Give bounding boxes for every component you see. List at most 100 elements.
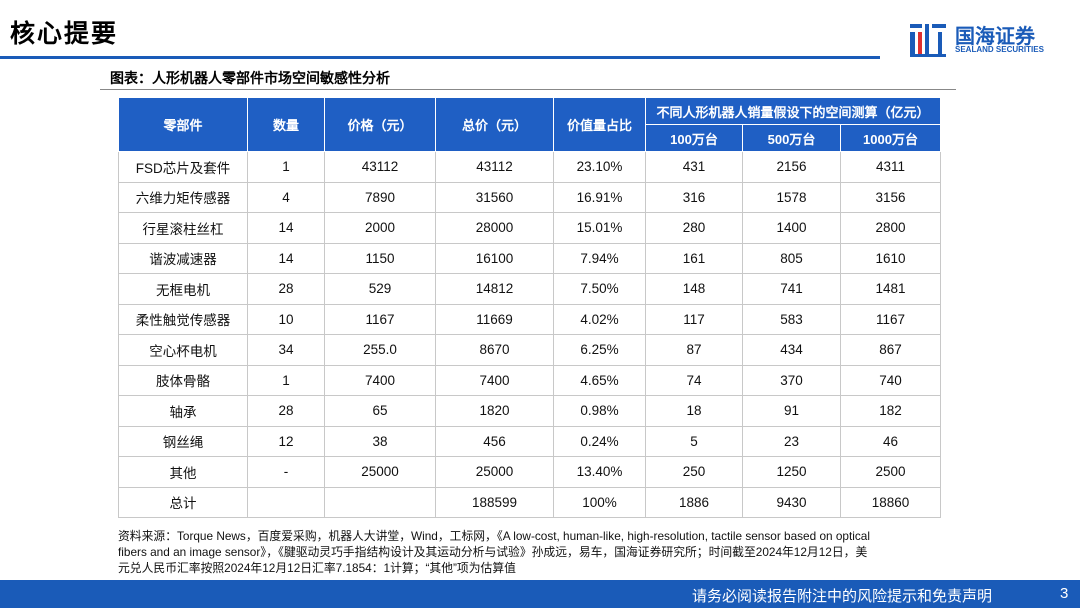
subheader-row: 100万台 500万台 1000万台 xyxy=(119,124,941,152)
table-cell: 0.24% xyxy=(553,425,646,457)
table-cell: 740 xyxy=(840,364,941,396)
table-row: FSD芯片及套件 1 43112 43112 23.10% 431 2156 4311 xyxy=(118,151,941,183)
table-cell: 10 xyxy=(247,303,325,335)
caption-rule xyxy=(100,89,956,90)
table-cell: 182 xyxy=(840,395,941,427)
table-cell: 74 xyxy=(645,364,743,396)
table-cell: FSD芯片及套件 xyxy=(118,151,248,183)
table-cell: 1167 xyxy=(324,303,436,335)
logo-subtitle: SEALAND SECURITIES xyxy=(955,45,1044,54)
table-row: 无框电机 28 529 14812 7.50% 148 741 1481 xyxy=(118,273,941,305)
column-header: 价值量占比 xyxy=(553,97,646,152)
data-table: 零部件 数量 价格（元） 总价（元） 价值量占比 不同人形机器人销量假设下的空间测算（亿元… xyxy=(118,97,941,518)
table-cell: 583 xyxy=(742,303,841,335)
table-cell: 3156 xyxy=(840,181,941,213)
header-rule xyxy=(0,56,880,59)
table-cell: 8670 xyxy=(435,334,554,366)
table-row: 轴承 28 65 1820 0.98% 18 91 182 xyxy=(118,395,941,427)
source-line: fibers and an image sensor》，《腱驱动灵巧手指结构设计… xyxy=(118,545,868,559)
table-cell: 14 xyxy=(247,242,325,274)
page-number: 3 xyxy=(1060,585,1069,602)
table-cell: 23 xyxy=(742,425,841,457)
column-subheader: 100万台 xyxy=(645,124,743,152)
column-header: 价格（元） xyxy=(324,97,436,152)
table-cell xyxy=(247,486,325,518)
table-cell: 总计 xyxy=(118,486,248,518)
table-head: 零部件 数量 价格（元） 总价（元） 价值量占比 不同人形机器人销量假设下的空间测算（亿元… xyxy=(118,97,941,152)
table-cell: 4.65% xyxy=(553,364,646,396)
table-cell: 2800 xyxy=(840,212,941,244)
table-cell: 14812 xyxy=(435,273,554,305)
table-cell: 钢丝绳 xyxy=(118,425,248,457)
table-cell: 7890 xyxy=(324,181,436,213)
table-cell: 14 xyxy=(247,212,325,244)
table-cell: 1 xyxy=(247,151,325,183)
table-cell: 100% xyxy=(553,486,646,518)
table-cell: 1150 xyxy=(324,242,436,274)
table-cell: 2500 xyxy=(840,456,941,488)
table-cell: 12 xyxy=(247,425,325,457)
source-line: 资料来源：Torque News，百度爱采购，机器人大讲堂，Wind，工标网，《… xyxy=(118,529,870,543)
table-cell: 2000 xyxy=(324,212,436,244)
source-note: 资料来源：Torque News，百度爱采购，机器人大讲堂，Wind，工标网，《… xyxy=(118,528,988,576)
logo-icon xyxy=(910,24,946,57)
table-cell xyxy=(324,486,436,518)
table-cell: 28000 xyxy=(435,212,554,244)
table-cell: 1400 xyxy=(742,212,841,244)
table-cell: 16.91% xyxy=(553,181,646,213)
table-cell: 7.94% xyxy=(553,242,646,274)
column-subheader: 500万台 xyxy=(742,124,841,152)
table-cell: 38 xyxy=(324,425,436,457)
column-subheader: 1000万台 xyxy=(840,124,941,152)
table-row: 谐波减速器 14 1150 16100 7.94% 161 805 1610 xyxy=(118,242,941,274)
source-line: 元兑人民币汇率按照2024年12月12日汇率7.1854：1计算；“其他”项为估… xyxy=(118,561,516,575)
table-cell: 43112 xyxy=(324,151,436,183)
table-cell: 188599 xyxy=(435,486,554,518)
table-cell: 529 xyxy=(324,273,436,305)
table-cell: 18 xyxy=(645,395,743,427)
table-cell: 805 xyxy=(742,242,841,274)
table-cell: 其他 xyxy=(118,456,248,488)
table-cell: 28 xyxy=(247,273,325,305)
table-row: 总计 188599 100% 1886 9430 18860 xyxy=(118,486,941,518)
table-cell: 34 xyxy=(247,334,325,366)
table-cell: 1167 xyxy=(840,303,941,335)
table-cell: 16100 xyxy=(435,242,554,274)
table-cell: 空心杯电机 xyxy=(118,334,248,366)
table-row: 柔性触觉传感器 10 1167 11669 4.02% 117 583 1167 xyxy=(118,303,941,335)
table-cell: 31560 xyxy=(435,181,554,213)
table-cell: 25000 xyxy=(324,456,436,488)
table-cell: 370 xyxy=(742,364,841,396)
table-row: 六维力矩传感器 4 7890 31560 16.91% 316 1578 3156 xyxy=(118,181,941,213)
table-cell: 2156 xyxy=(742,151,841,183)
table-cell: 柔性触觉传感器 xyxy=(118,303,248,335)
table-cell: 431 xyxy=(645,151,743,183)
table-row: 其他 -25000 25000 13.40% 250 1250 2500 xyxy=(118,456,941,488)
table-cell: 行星滚柱丝杠 xyxy=(118,212,248,244)
table-cell: 无框电机 xyxy=(118,273,248,305)
footer-bar xyxy=(0,580,1080,608)
table-cell: 867 xyxy=(840,334,941,366)
table-cell: 6.25% xyxy=(553,334,646,366)
table-cell: 434 xyxy=(742,334,841,366)
column-header: 总价（元） xyxy=(435,97,554,152)
column-header: 数量 xyxy=(247,97,325,152)
table-cell: 4 xyxy=(247,181,325,213)
table-cell: 15.01% xyxy=(553,212,646,244)
header-row: 零部件 数量 价格（元） 总价（元） 价值量占比 不同人形机器人销量假设下的空间测算（亿元… xyxy=(118,97,941,152)
table-cell: 7.50% xyxy=(553,273,646,305)
table-cell: 4311 xyxy=(840,151,941,183)
table-cell: 65 xyxy=(324,395,436,427)
logo-name: 国海证券 xyxy=(955,26,1035,48)
table-cell: 117 xyxy=(645,303,743,335)
table-cell: 456 xyxy=(435,425,554,457)
column-header: 不同人形机器人销量假设下的空间测算（亿元） xyxy=(645,97,941,125)
table-cell: 0.98% xyxy=(553,395,646,427)
table-cell: 87 xyxy=(645,334,743,366)
table-cell: 161 xyxy=(645,242,743,274)
table-cell: 4.02% xyxy=(553,303,646,335)
table-cell: 1578 xyxy=(742,181,841,213)
table-cell: 280 xyxy=(645,212,743,244)
table-row: 行星滚柱丝杠 14 2000 28000 15.01% 280 1400 2800 xyxy=(118,212,941,244)
